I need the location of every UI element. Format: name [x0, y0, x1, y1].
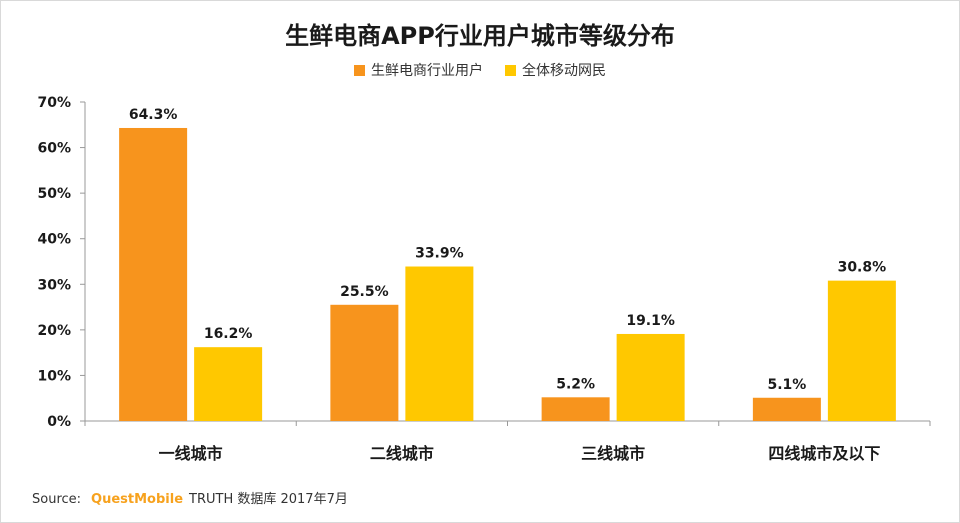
data-label: 5.1%	[767, 377, 806, 393]
legend-label-series-1: 生鲜电商行业用户	[371, 63, 483, 79]
x-category-label: 四线城市及以下	[768, 444, 880, 463]
legend-item-series-2: 全体移动网民	[505, 60, 606, 80]
bar	[616, 333, 685, 421]
legend-swatch-series-1	[354, 64, 365, 76]
chart-title: 生鲜电商APP行业用户城市等级分布	[285, 22, 675, 50]
legend-swatch-series-2	[505, 64, 516, 76]
data-label: 64.3%	[129, 107, 178, 123]
data-label: 30.8%	[838, 260, 887, 276]
data-label: 33.9%	[415, 246, 464, 262]
x-category-label: 一线城市	[159, 444, 223, 463]
y-tick-label: 50%	[37, 186, 71, 202]
legend-item-series-1: 生鲜电商行业用户	[354, 60, 483, 80]
legend-label-series-2: 全体移动网民	[522, 63, 606, 79]
y-tick-label: 40%	[37, 232, 71, 248]
bar	[330, 304, 399, 421]
bar	[752, 397, 821, 421]
data-label: 16.2%	[204, 326, 253, 342]
bar	[194, 347, 263, 421]
source-note: Source: QuestMobile TRUTH 数据库 2017年7月	[32, 488, 348, 507]
y-tick-label: 30%	[37, 277, 71, 293]
bar	[827, 280, 896, 421]
data-label: 25.5%	[340, 284, 389, 300]
y-tick-label: 20%	[37, 323, 71, 339]
source-prefix: Source:	[32, 492, 82, 507]
y-tick-label: 0%	[47, 414, 71, 430]
source-suffix: TRUTH 数据库 2017年7月	[189, 492, 348, 507]
bar	[119, 127, 188, 422]
x-category-label: 三线城市	[581, 444, 645, 463]
y-tick-label: 70%	[37, 95, 71, 111]
y-tick-label: 60%	[37, 141, 71, 157]
y-tick-label: 10%	[37, 368, 71, 384]
data-label: 5.2%	[556, 376, 595, 392]
bar	[405, 266, 474, 421]
legend: 生鲜电商行业用户 全体移动网民	[0, 60, 960, 80]
source-brand: QuestMobile	[91, 492, 184, 507]
bar	[541, 397, 610, 421]
data-label: 19.1%	[626, 313, 675, 329]
x-category-label: 二线城市	[370, 444, 434, 463]
